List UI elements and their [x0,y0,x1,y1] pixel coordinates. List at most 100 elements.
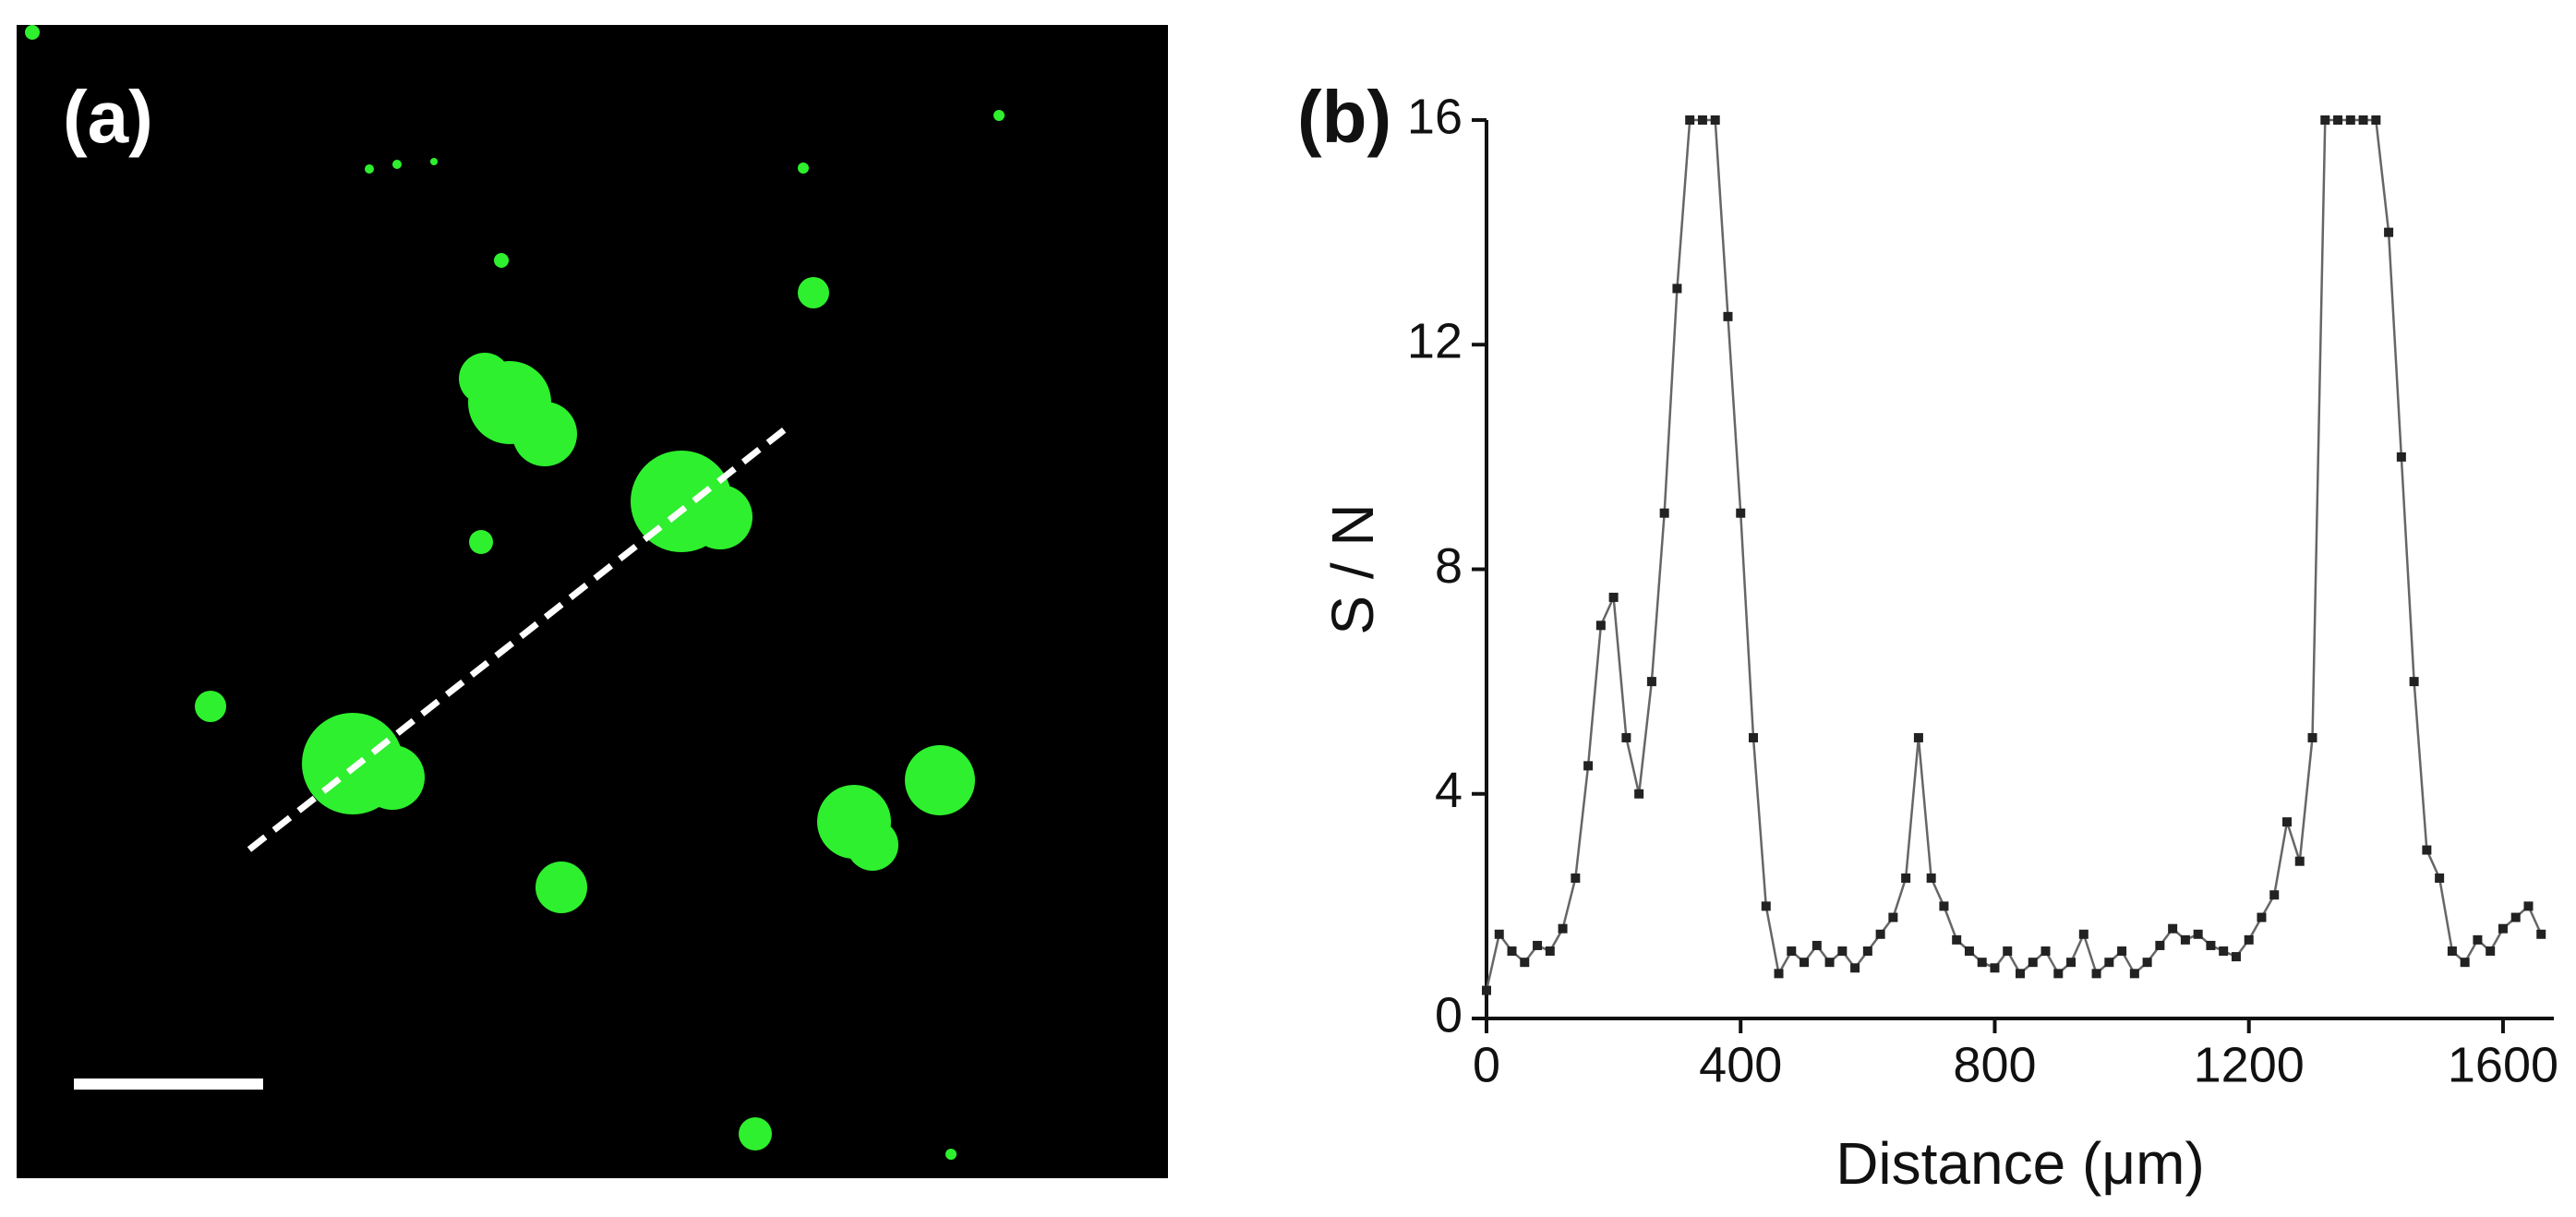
x-tick-label: 1600 [2448,1037,2558,1092]
data-point [1710,115,1720,125]
x-tick-label: 400 [1699,1037,1782,1092]
x-tick-label: 1200 [2194,1037,2305,1092]
data-point [2320,115,2330,125]
data-point [1761,901,1771,911]
profile-chart: (b) 0 4 8 12 16 0 400 800 1200 1600 Distance (μm) S … [1297,76,2558,1197]
data-point [2231,952,2241,962]
data-point [1672,283,1682,294]
data-point [1787,946,1797,957]
data-point [1875,929,1885,939]
data-point [2384,227,2394,237]
data-point [2066,958,2076,968]
data-point [1913,732,1923,742]
spot [195,691,226,722]
data-point [2294,856,2305,866]
data-point [1888,912,1898,922]
scale-bar [74,1078,263,1090]
data-point [1964,946,1974,957]
data-point [1723,311,1733,321]
spot [993,110,1005,121]
data-point [2345,115,2355,125]
data-point [1558,923,1568,934]
data-point [1507,946,1517,957]
y-tick-label: 0 [1435,987,1463,1042]
panel-label: (b) [1297,76,1391,158]
spot [688,485,752,549]
x-axis-label: Distance (μm) [1836,1130,2205,1197]
y-axis-label: S / N [1319,503,1386,634]
panel-label: (a) [63,76,153,158]
data-point [1494,929,1504,939]
data-point [2447,946,2457,957]
data-point [2473,934,2483,945]
data-point [1520,958,1530,968]
data-point [1634,789,1644,799]
spot [365,164,374,174]
data-point [2206,940,2216,950]
data-point [2257,912,2267,922]
fluorescent-spots [25,25,1005,1160]
micrograph [17,25,1168,1178]
data-point [1685,115,1695,125]
x-tick-label: 0 [1473,1037,1500,1092]
data-point [1621,732,1631,742]
data-point [1583,761,1594,771]
y-tick-label: 4 [1435,763,1463,818]
spot [25,25,40,40]
data-point [2168,923,2178,934]
data-point [2244,934,2254,945]
data-point [2193,929,2203,939]
data-point [2510,912,2521,922]
data-point [2078,929,2088,939]
spot [945,1149,957,1160]
spot [798,163,809,174]
data-point [1812,940,1822,950]
data-point [1926,873,1936,883]
data-point [1595,621,1606,631]
spot [430,158,438,165]
data-point [2460,958,2470,968]
data-point [2040,946,2051,957]
data-point [1977,958,1987,968]
data-point [1646,677,1656,687]
data-point [1824,958,1835,968]
data-point [2155,940,2165,950]
data-point [1545,946,1555,957]
data-point [2282,817,2292,827]
data-point [2358,115,2368,125]
data-point [2269,890,2280,900]
y-tick-label: 12 [1407,314,1463,369]
data-point [2333,115,2343,125]
data-point [2142,958,2152,968]
data-point [2435,873,2445,883]
x-tick-label: 800 [1953,1037,2036,1092]
data-point [2053,969,2064,979]
spot [798,277,829,308]
data-point [1990,963,2000,973]
data-point [2422,845,2432,855]
data-point [2409,677,2419,687]
micrograph-panel: (a) [17,25,1168,1178]
data-point [1659,508,1669,518]
data-point [2536,929,2546,939]
data-point [1571,873,1581,883]
data-point [1749,732,1758,742]
data-point [1482,985,1491,995]
profile-line [247,424,791,852]
spot [512,402,577,466]
spot [469,530,493,554]
data-point [2523,901,2534,911]
data-line [1485,118,2543,991]
spot [739,1117,772,1151]
spot [847,819,898,871]
data-point [2180,934,2190,945]
data-point [1608,592,1619,602]
y-tick-label: 16 [1407,89,1463,144]
data-point [2104,958,2114,968]
spot [392,160,402,169]
data-point [2003,946,2013,957]
y-tick-label: 8 [1435,538,1463,594]
data-point [1862,946,1872,957]
data-point [2396,452,2406,462]
